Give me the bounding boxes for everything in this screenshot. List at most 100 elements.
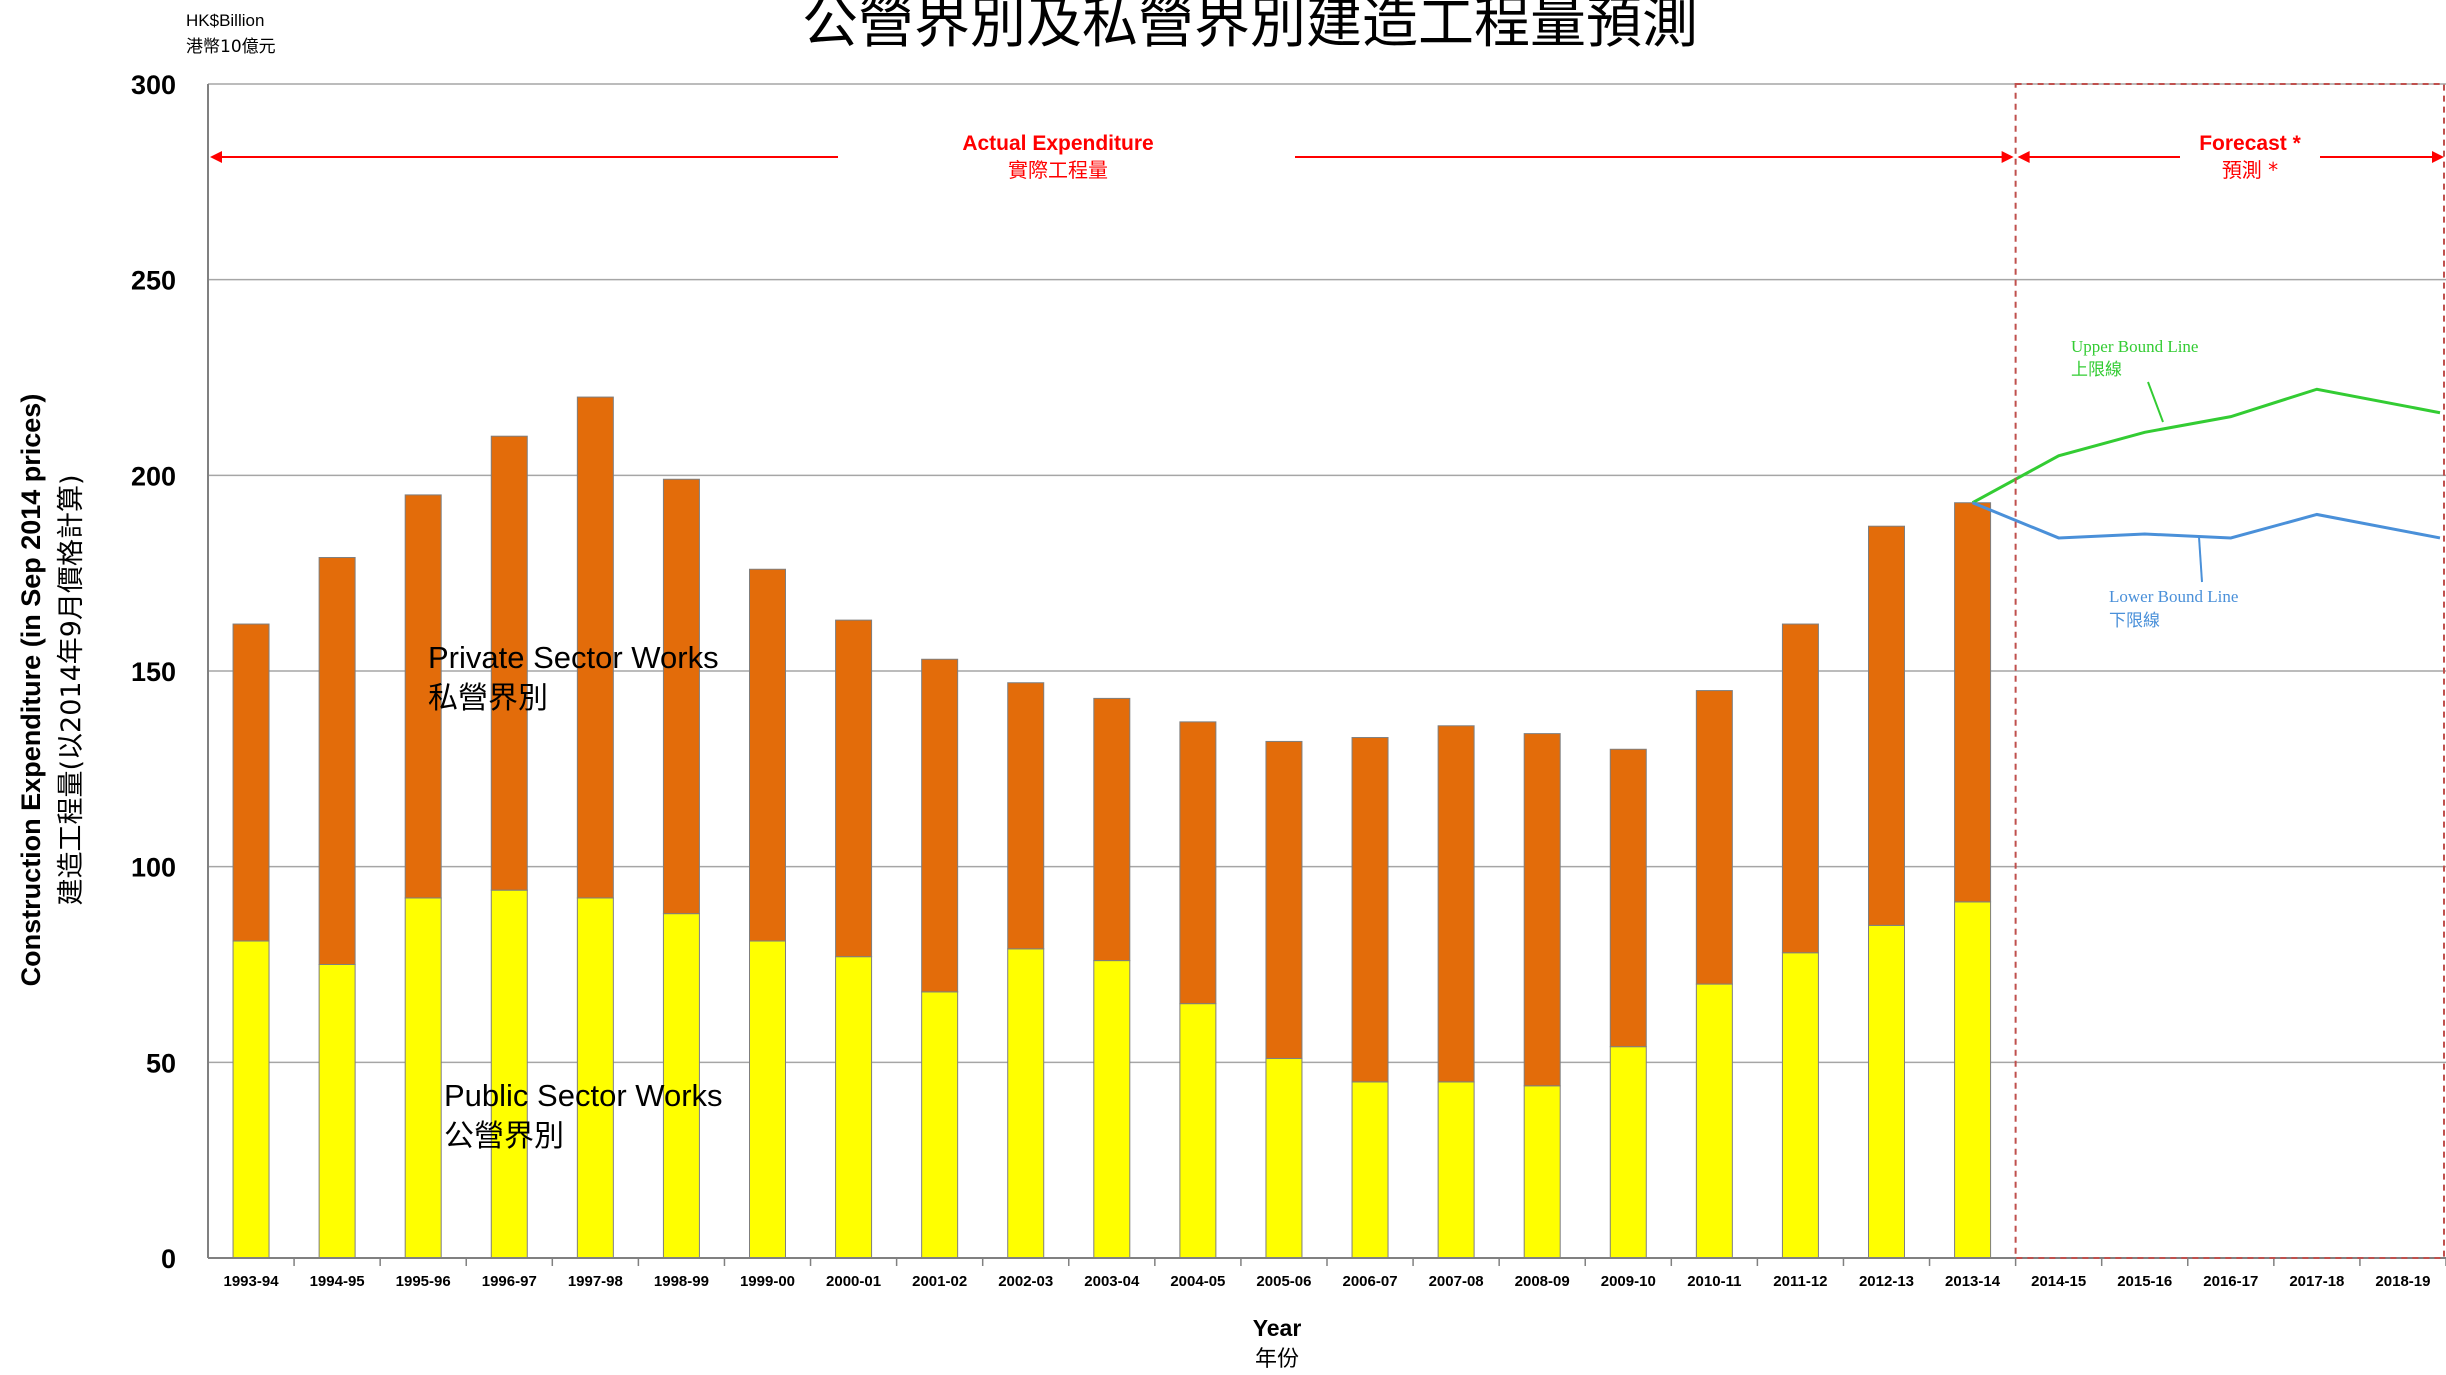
upper-bound-line bbox=[1971, 387, 2441, 505]
public-sector-bar-1993-94 bbox=[232, 940, 270, 1259]
private-sector-bar-1994-95 bbox=[318, 557, 356, 965]
private-sector-bar-2010-11 bbox=[1695, 690, 1733, 985]
x-tick-label-1996-97: 1996-97 bbox=[482, 1273, 537, 1290]
x-tick-label-2017-18: 2017-18 bbox=[2289, 1273, 2344, 1290]
public-sector-bar-2012-13 bbox=[1868, 924, 1905, 1259]
x-tick-label-1995-96: 1995-96 bbox=[396, 1273, 451, 1290]
y-tick-label-300: 300 bbox=[131, 70, 176, 100]
y-axis-title-cn: 建造工程量(以2014年9月價格計算) bbox=[56, 475, 87, 906]
x-tick-label-1998-99: 1998-99 bbox=[654, 1273, 709, 1290]
x-tick-label-2002-03: 2002-03 bbox=[998, 1273, 1053, 1290]
private-sector-bar-1996-97 bbox=[490, 435, 528, 891]
private-sector-bar-2007-08 bbox=[1437, 725, 1475, 1083]
x-tick-label-2014-15: 2014-15 bbox=[2031, 1273, 2086, 1290]
private-sector-bar-2006-07 bbox=[1351, 737, 1389, 1083]
private-sector-bar-2001-02 bbox=[921, 658, 959, 993]
private-sector-bar-2004-05 bbox=[1179, 721, 1217, 1005]
public-sector-bar-2006-07 bbox=[1351, 1081, 1389, 1259]
private-sector-bar-1999-00 bbox=[749, 568, 786, 942]
x-tick-label-2007-08: 2007-08 bbox=[1429, 1273, 1484, 1290]
x-tick-label-2015-16: 2015-16 bbox=[2117, 1273, 2172, 1290]
y-tick-label-50: 50 bbox=[146, 1048, 176, 1078]
x-tick-label-2010-11: 2010-11 bbox=[1687, 1273, 1741, 1290]
x-axis-title-cn: 年份 bbox=[1255, 1347, 1299, 1372]
lower-bound-line bbox=[1972, 501, 2441, 540]
y-tick-label-0: 0 bbox=[161, 1244, 176, 1274]
gridlines bbox=[208, 83, 2446, 1064]
public-sector-bar-2002-03 bbox=[1007, 948, 1045, 1259]
private-sector-bar-2003-04 bbox=[1093, 697, 1131, 962]
lower-bound-label-cn: 下限線 bbox=[2109, 611, 2160, 631]
forecast-lines bbox=[1971, 387, 2441, 540]
forecast-arrow-right-head bbox=[2432, 151, 2444, 163]
private-sector-bar-2009-10 bbox=[1609, 748, 1647, 1048]
upper-bound-label: Upper Bound Line bbox=[2071, 337, 2198, 356]
private-sector-bar-2012-13 bbox=[1868, 525, 1905, 926]
private-sector-bar-1997-98 bbox=[576, 396, 614, 899]
chart-title: 公營界別及私營界別建造工程量預測 bbox=[802, 0, 1698, 56]
private-sector-bar-1995-96 bbox=[404, 494, 442, 899]
x-tick-label-2005-06: 2005-06 bbox=[1256, 1273, 1311, 1290]
private-sector-bar-1993-94 bbox=[232, 623, 270, 942]
public-sector-bar-1998-99 bbox=[662, 913, 700, 1259]
actual-expenditure-annotation: Actual Expenditure 實際工程量 bbox=[210, 132, 2014, 182]
x-tick-label-2004-05: 2004-05 bbox=[1170, 1273, 1225, 1290]
private-sector-bar-2013-14 bbox=[1954, 502, 1992, 903]
unit-label-en: HK$Billion bbox=[186, 11, 264, 30]
private-sector-bar-1998-99 bbox=[662, 478, 700, 915]
x-tick-label-1999-00: 1999-00 bbox=[740, 1273, 795, 1290]
x-tick-label-2000-01: 2000-01 bbox=[826, 1273, 881, 1290]
actual-expenditure-label-cn: 實際工程量 bbox=[1008, 158, 1108, 182]
x-tick-label-2016-17: 2016-17 bbox=[2203, 1273, 2258, 1290]
x-tick-label-1993-94: 1993-94 bbox=[224, 1273, 280, 1290]
actual-arrow-right-head bbox=[2001, 151, 2014, 163]
x-tick-label-2012-13: 2012-13 bbox=[1859, 1273, 1914, 1290]
y-tick-label-250: 250 bbox=[131, 266, 176, 296]
x-tick-label-2008-09: 2008-09 bbox=[1515, 1273, 1570, 1290]
public-sector-bar-2010-11 bbox=[1695, 983, 1733, 1259]
upper-bound-pointer bbox=[2147, 381, 2164, 423]
y-tick-label-100: 100 bbox=[131, 853, 176, 883]
axes: 0 50 100 150 200 250 300 1993-94 1994-95 1995-96 1… bbox=[131, 70, 2446, 1290]
public-sector-bar-2005-06 bbox=[1265, 1057, 1303, 1259]
x-tick-label-1994-95: 1994-95 bbox=[310, 1273, 365, 1290]
forecast-arrow-left-head bbox=[2017, 151, 2030, 163]
unit-label-cn: 港幣10億元 bbox=[186, 37, 276, 57]
public-sector-bar-1995-96 bbox=[404, 897, 442, 1259]
private-sector-label: Private Sector Works bbox=[428, 640, 719, 675]
y-axis-title-en: Construction Expenditure (in Sep 2014 pr… bbox=[16, 394, 46, 987]
bar-series bbox=[232, 396, 1992, 1259]
x-tick-label-2006-07: 2006-07 bbox=[1343, 1273, 1398, 1290]
x-tick-label-2001-02: 2001-02 bbox=[912, 1273, 967, 1290]
forecast-label-cn: 預測 * bbox=[2222, 158, 2278, 182]
public-sector-bar-2008-09 bbox=[1523, 1085, 1561, 1259]
x-tick-label-2013-14: 2013-14 bbox=[1945, 1273, 2001, 1290]
lower-bound-pointer bbox=[2198, 536, 2203, 583]
private-sector-bar-2008-09 bbox=[1523, 733, 1561, 1087]
public-sector-bar-2009-10 bbox=[1609, 1046, 1647, 1259]
actual-expenditure-label: Actual Expenditure bbox=[962, 132, 1153, 155]
y-tick-label-200: 200 bbox=[131, 461, 176, 491]
private-sector-label-cn: 私營界別 bbox=[428, 681, 548, 716]
public-sector-label: Public Sector Works bbox=[444, 1078, 723, 1113]
public-sector-bar-2000-01 bbox=[835, 956, 873, 1259]
forecast-label: Forecast * bbox=[2199, 132, 2301, 155]
y-tick-label-150: 150 bbox=[131, 657, 176, 687]
actual-arrow-left-head bbox=[210, 151, 222, 163]
x-tick-label-2011-12: 2011-12 bbox=[1773, 1273, 1827, 1290]
private-sector-bar-2000-01 bbox=[835, 619, 873, 958]
x-tick-label-1997-98: 1997-98 bbox=[568, 1273, 623, 1290]
public-sector-label-cn: 公營界別 bbox=[444, 1119, 564, 1154]
x-tick-label-2009-10: 2009-10 bbox=[1601, 1273, 1656, 1290]
forecast-annotation: Forecast * 預測 * bbox=[2017, 132, 2444, 182]
public-sector-bar-2004-05 bbox=[1179, 1003, 1217, 1259]
public-sector-bar-2003-04 bbox=[1093, 960, 1131, 1259]
x-tick-label-2018-19: 2018-19 bbox=[2375, 1273, 2430, 1290]
public-sector-bar-1996-97 bbox=[490, 889, 528, 1259]
private-sector-bar-2005-06 bbox=[1265, 740, 1303, 1059]
forecast-region-box bbox=[2014, 83, 2445, 1259]
x-axis-title-en: Year bbox=[1253, 1315, 1302, 1341]
lower-bound-label: Lower Bound Line bbox=[2109, 587, 2238, 606]
